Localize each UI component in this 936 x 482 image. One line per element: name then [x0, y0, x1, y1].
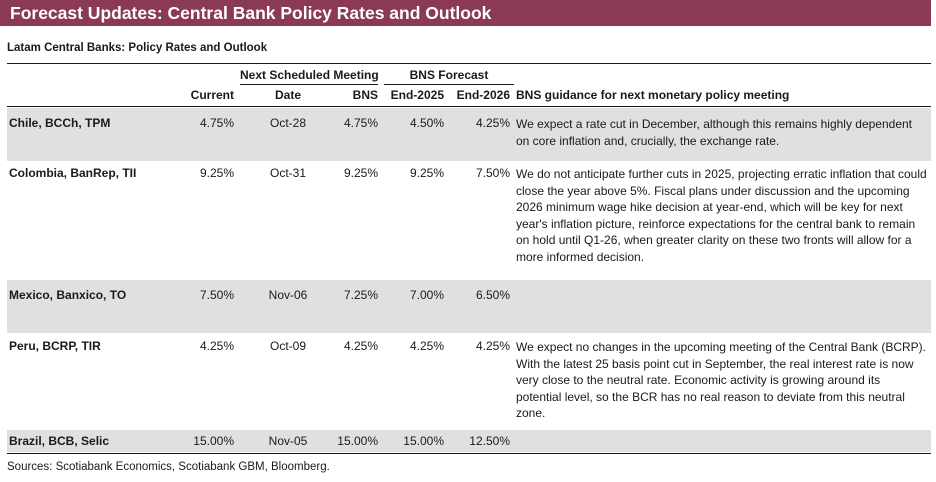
- row-guidance: We expect no changes in the upcoming mee…: [516, 340, 926, 421]
- row-end-2025: 4.50%: [409, 116, 444, 130]
- row-end-2026: 12.50%: [469, 434, 510, 448]
- row-bank-brazil: Brazil, BCB, Selic: [9, 434, 110, 448]
- row-end-2026: 4.25%: [475, 339, 510, 353]
- row-guidance: We do not anticipate further cuts in 202…: [516, 167, 927, 264]
- row-end-2025: 7.00%: [409, 288, 444, 302]
- row-bank-chile: Chile, BCCh, TPM: [9, 116, 111, 130]
- table-top-rule: [7, 63, 931, 64]
- row-date: Nov-06: [268, 288, 308, 302]
- row-current: 15.00%: [193, 434, 234, 448]
- header-end-2026: End-2026: [456, 88, 510, 102]
- row-end-2025: 9.25%: [409, 166, 444, 180]
- group-meeting-underline: [240, 84, 378, 85]
- row-date: Oct-28: [269, 116, 306, 130]
- table-subtitle: Latam Central Banks: Policy Rates and Ou…: [7, 42, 268, 54]
- row-end-2026: 6.50%: [475, 288, 510, 302]
- row-bank-peru: Peru, BCRP, TIR: [9, 339, 101, 353]
- row-date: Oct-31: [269, 166, 306, 180]
- row-end-2026: 7.50%: [475, 166, 510, 180]
- row-bank-mexico: Mexico, Banxico, TO: [9, 288, 127, 302]
- row-bank-colombia: Colombia, BanRep, TII: [9, 166, 137, 180]
- table-row-shade: [7, 430, 931, 452]
- header-current: Current: [190, 88, 234, 102]
- table-row-shade: [7, 108, 931, 161]
- header-bns: BNS: [352, 88, 378, 102]
- row-current: 7.50%: [199, 288, 234, 302]
- group-forecast-underline: [384, 84, 514, 85]
- row-guidance: We expect a rate cut in December, althou…: [516, 117, 913, 148]
- source-note: Sources: Scotiabank Economics, Scotiaban…: [7, 461, 330, 473]
- row-bns: 4.25%: [343, 339, 378, 353]
- header-group-meeting: Next Scheduled Meeting: [240, 68, 379, 82]
- row-current: 4.75%: [199, 116, 234, 130]
- page-title: Forecast Updates: Central Bank Policy Ra…: [0, 0, 931, 26]
- row-bns: 15.00%: [337, 434, 378, 448]
- row-bns: 4.75%: [343, 116, 378, 130]
- row-end-2025: 15.00%: [403, 434, 444, 448]
- header-guidance: BNS guidance for next monetary policy me…: [516, 88, 790, 102]
- row-bns: 9.25%: [343, 166, 378, 180]
- row-end-2025: 4.25%: [409, 339, 444, 353]
- row-date: Oct-09: [269, 339, 306, 353]
- row-bns: 7.25%: [343, 288, 378, 302]
- header-group-forecast: BNS Forecast: [409, 68, 489, 82]
- table-bottom-rule: [7, 453, 931, 454]
- row-current: 4.25%: [199, 339, 234, 353]
- header-date: Date: [274, 88, 301, 102]
- header-end-2025: End-2025: [390, 88, 444, 102]
- row-date: Nov-05: [268, 434, 308, 448]
- row-end-2026: 4.25%: [475, 116, 510, 130]
- header-bottom-rule: [7, 106, 931, 107]
- row-current: 9.25%: [199, 166, 234, 180]
- table-row-shade: [7, 280, 931, 333]
